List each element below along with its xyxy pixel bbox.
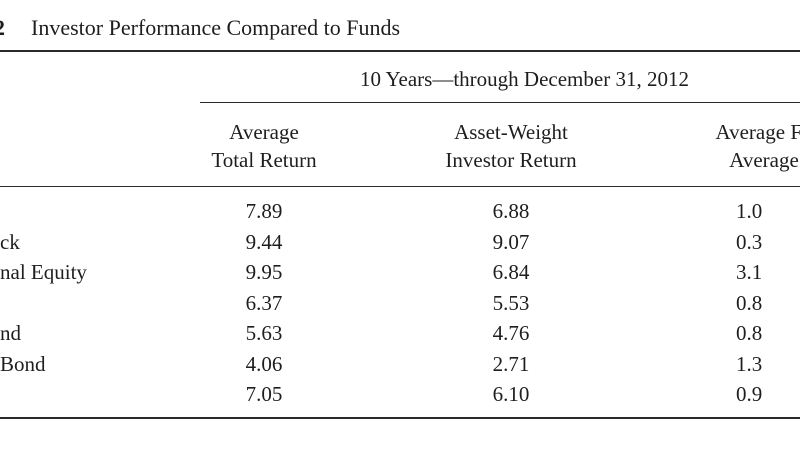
row-label: ck (0, 230, 20, 254)
cell-average-fund: 0.8 (736, 291, 763, 315)
table-row: ck 9.44 9.07 0.3 (0, 227, 800, 258)
table-title: Investor Performance Compared to Funds (31, 15, 401, 40)
cell-average-total-return: 9.95 (245, 260, 283, 284)
column-header-average-total-return: Average Total Return (164, 118, 364, 174)
cell-average-total-return: 4.06 (245, 352, 283, 376)
column-header-line: Average (729, 148, 799, 172)
cell-asset-weight-investor-return: 4.76 (492, 321, 530, 345)
cell-average-fund: 1.0 (736, 199, 763, 223)
cell-average-total-return: 7.89 (245, 199, 283, 223)
column-header-line: Investor Return (445, 148, 577, 172)
cell-asset-weight-investor-return: 9.07 (492, 230, 530, 254)
column-header-average-fund: Average Fu Average (664, 118, 800, 174)
row-label: nal Equity (0, 260, 87, 284)
table-row: nal Equity 9.95 6.84 3.1 (0, 257, 800, 288)
cell-asset-weight-investor-return: 6.84 (492, 260, 530, 284)
column-header-line: Average (229, 120, 299, 144)
spanning-column-header: 10 Years—through December 31, 2012 (360, 67, 689, 91)
header-rule (0, 186, 800, 187)
cell-asset-weight-investor-return: 5.53 (492, 291, 530, 315)
table-row: 6.37 5.53 0.8 (0, 288, 800, 319)
cell-average-total-return: 7.05 (245, 382, 283, 406)
column-header-asset-weight-investor-return: Asset-Weight Investor Return (411, 118, 611, 174)
table-row: nd 5.63 4.76 0.8 (0, 318, 800, 349)
column-header-line: Average Fu (715, 120, 800, 144)
cell-average-total-return: 9.44 (245, 230, 283, 254)
cell-average-total-return: 6.37 (245, 291, 283, 315)
cell-average-fund: 3.1 (736, 260, 763, 284)
column-header-line: Asset-Weight (454, 120, 568, 144)
row-label: Bond (0, 352, 46, 376)
cell-average-fund: 0.3 (736, 230, 763, 254)
table-row: 7.89 6.88 1.0 (0, 196, 800, 227)
cell-average-fund: 1.3 (736, 352, 763, 376)
row-label: nd (0, 321, 21, 345)
table-row: Bond 4.06 2.71 1.3 (0, 349, 800, 380)
top-rule (0, 50, 800, 52)
cell-asset-weight-investor-return: 6.10 (492, 382, 530, 406)
column-header-line: Total Return (211, 148, 317, 172)
table-row: 7.05 6.10 0.9 (0, 379, 800, 410)
table-number: 2 (0, 14, 5, 42)
cell-asset-weight-investor-return: 6.88 (492, 199, 530, 223)
cell-asset-weight-investor-return: 2.71 (492, 352, 530, 376)
spanning-header-rule (200, 102, 800, 103)
bottom-rule (0, 417, 800, 419)
cell-average-fund: 0.9 (736, 382, 763, 406)
cell-average-fund: 0.8 (736, 321, 763, 345)
cell-average-total-return: 5.63 (245, 321, 283, 345)
